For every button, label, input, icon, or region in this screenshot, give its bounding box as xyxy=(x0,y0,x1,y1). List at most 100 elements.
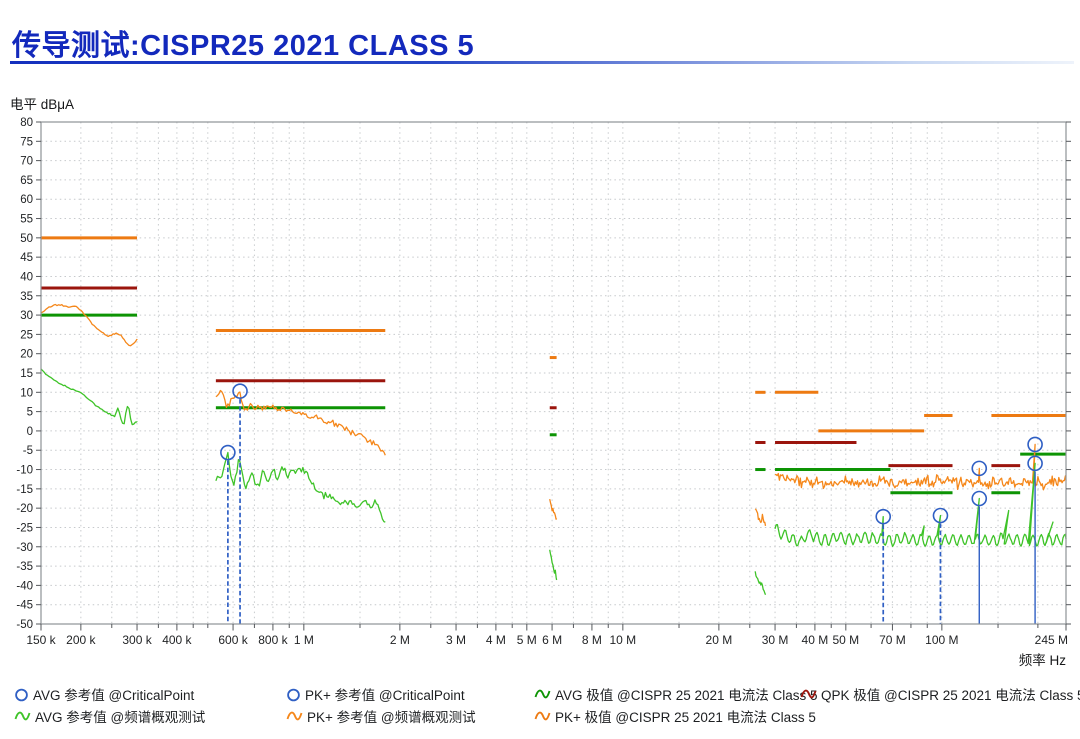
critical-point-marker xyxy=(1027,436,1043,453)
trace-band xyxy=(549,549,558,581)
x-tick-label: 8 M xyxy=(582,633,602,647)
y-tick-label: 70 xyxy=(20,156,33,168)
y-tick-label: 45 xyxy=(20,252,33,264)
legend-item: AVG 参考值 @CriticalPoint xyxy=(14,684,194,704)
trace-band xyxy=(215,389,386,456)
trace-series xyxy=(40,303,1067,527)
legend-item: PK+ 参考值 @CriticalPoint xyxy=(286,684,465,704)
trace-wave-icon xyxy=(286,711,303,721)
legend-item: AVG 极值 @CISPR 25 2021 电流法 Class 5 xyxy=(534,684,818,704)
trace-band xyxy=(754,571,767,595)
y-tick-label: -5 xyxy=(23,445,33,457)
y-tick-label: -35 xyxy=(16,561,33,573)
y-tick-label: -20 xyxy=(16,503,33,515)
legend-label: QPK 极值 @CISPR 25 2021 电流法 Class 5 xyxy=(821,688,1080,703)
legend-item: PK+ 参考值 @频谱概观测试 xyxy=(286,706,476,726)
trace-wave-icon xyxy=(534,689,551,699)
legend-label: PK+ 参考值 @CriticalPoint xyxy=(305,688,465,703)
y-tick-label: 10 xyxy=(20,387,33,399)
limit-series xyxy=(41,286,1021,468)
criticalpoint-circle-icon xyxy=(15,688,28,701)
legend-item: PK+ 极值 @CISPR 25 2021 电流法 Class 5 xyxy=(534,706,816,726)
legend-label: AVG 参考值 @频谱概观测试 xyxy=(35,710,206,725)
limit-series xyxy=(41,236,1066,433)
critical-point-marker xyxy=(932,507,949,524)
trace-band xyxy=(215,451,386,523)
critical-point-marker xyxy=(1027,455,1043,472)
x-tick-label: 400 k xyxy=(162,633,192,647)
y-tick-label: -25 xyxy=(16,522,33,534)
trace-band xyxy=(774,443,1067,491)
x-tick-label: 70 M xyxy=(879,633,906,647)
trace-band xyxy=(40,303,138,347)
y-tick-label: 25 xyxy=(20,329,33,341)
y-tick-label: 5 xyxy=(27,407,33,419)
x-tick-label: 10 M xyxy=(609,633,636,647)
x-tick-label: 100 M xyxy=(925,633,958,647)
y-axis-title: 电平 dBμA xyxy=(10,97,75,112)
x-tick-label: 3 M xyxy=(446,633,466,647)
y-tick-label: 30 xyxy=(20,310,33,322)
trace-wave-icon xyxy=(800,689,817,699)
y-tick-label: 15 xyxy=(20,368,33,380)
grid-layer xyxy=(41,140,1066,606)
y-tick-label: 0 xyxy=(27,426,33,438)
trace-wave-icon xyxy=(14,711,31,721)
critical-point-marker xyxy=(232,383,248,399)
x-tick-label: 1 M xyxy=(294,633,314,647)
x-tick-label: 50 M xyxy=(832,633,859,647)
x-tick-label: 20 M xyxy=(706,633,733,647)
legend-label: AVG 极值 @CISPR 25 2021 电流法 Class 5 xyxy=(555,688,818,703)
y-tick-label: -40 xyxy=(16,580,33,592)
y-tick-label: 50 xyxy=(20,233,33,245)
criticalpoint-circle-icon xyxy=(287,688,300,701)
x-tick-label: 5 M xyxy=(517,633,537,647)
trace-band xyxy=(40,368,138,426)
x-tick-label: 30 M xyxy=(762,633,789,647)
x-tick-label: 300 k xyxy=(122,633,152,647)
x-tick-label: 150 k xyxy=(26,633,56,647)
x-tick-label: 40 M xyxy=(802,633,829,647)
y-tick-label: -10 xyxy=(16,465,33,477)
y-tick-label: -45 xyxy=(16,600,33,612)
y-tick-label: 65 xyxy=(20,175,33,187)
y-tick-label: -15 xyxy=(16,484,33,496)
legend-label: PK+ 参考值 @频谱概观测试 xyxy=(307,710,476,725)
trace-wave-icon xyxy=(534,711,551,721)
trace-series xyxy=(40,368,1067,595)
legend-label: PK+ 极值 @CISPR 25 2021 电流法 Class 5 xyxy=(555,710,816,725)
x-tick-label: 200 k xyxy=(66,633,96,647)
legend-label: AVG 参考值 @CriticalPoint xyxy=(33,688,195,703)
x-tick-label: 4 M xyxy=(486,633,506,647)
legend-item: QPK 极值 @CISPR 25 2021 电流法 Class 5 xyxy=(800,684,1080,704)
critical-point-marker xyxy=(220,444,236,461)
critical-point-marker xyxy=(971,490,988,507)
axis-ticks xyxy=(36,121,1071,631)
trace-band xyxy=(774,462,1067,548)
trace-band xyxy=(754,508,767,527)
y-tick-label: -50 xyxy=(16,619,33,631)
x-tick-label: 800 k xyxy=(258,633,288,647)
legend-item: AVG 参考值 @频谱概观测试 xyxy=(14,706,205,726)
axis-labels: -50-45-40-35-30-25-20-15-10-505101520253… xyxy=(16,117,1068,647)
x-tick-label: 6 M xyxy=(542,633,562,647)
critical-point-marker xyxy=(971,460,988,477)
y-tick-label: 20 xyxy=(20,349,33,361)
critical-point-marker xyxy=(875,508,892,525)
y-tick-label: -30 xyxy=(16,542,33,554)
y-tick-label: 55 xyxy=(20,214,33,226)
y-tick-label: 35 xyxy=(20,291,33,303)
y-tick-label: 60 xyxy=(20,194,33,206)
trace-band xyxy=(549,498,558,520)
y-tick-label: 80 xyxy=(20,117,33,129)
critical-point-layer xyxy=(220,383,1043,624)
y-tick-label: 75 xyxy=(20,136,33,148)
x-axis-title: 频率 Hz xyxy=(1018,653,1066,668)
y-tick-label: 40 xyxy=(20,271,33,283)
x-tick-label: 2 M xyxy=(390,633,410,647)
x-tick-label: 600 k xyxy=(218,633,248,647)
x-tick-label: 245 M xyxy=(1035,633,1068,647)
page-title: 传导测试:CISPR25 2021 CLASS 5 xyxy=(12,30,475,62)
